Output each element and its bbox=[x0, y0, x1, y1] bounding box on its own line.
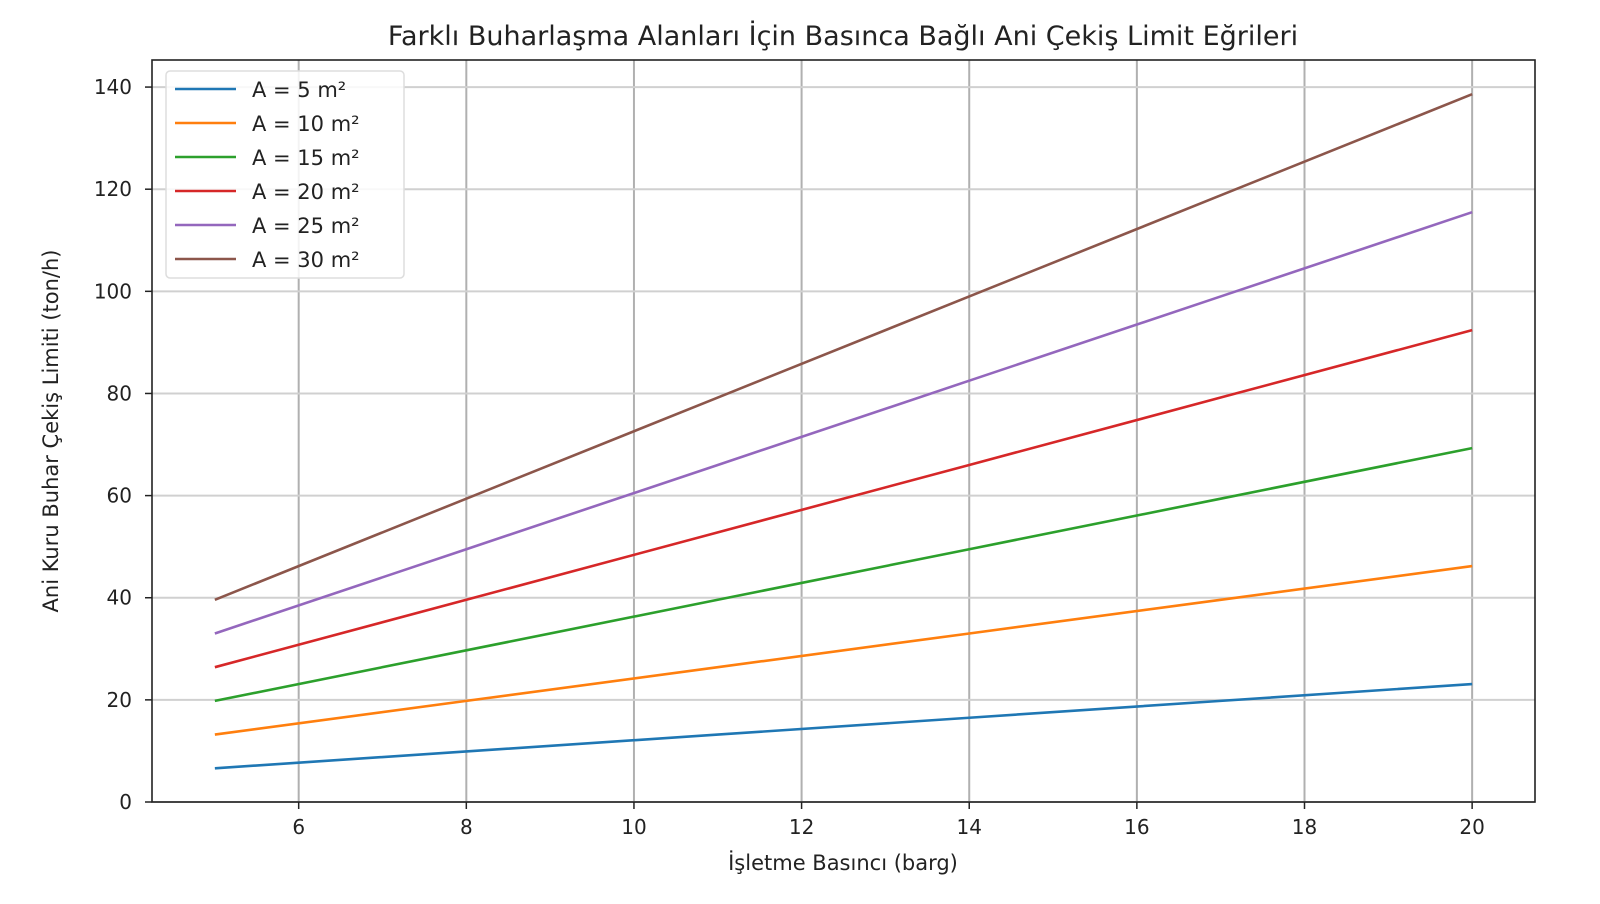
x-tick-label: 10 bbox=[621, 815, 646, 839]
y-tick-label: 100 bbox=[94, 279, 132, 303]
series-line-2 bbox=[214, 564, 1473, 736]
legend-box bbox=[165, 70, 405, 279]
y-axis-label: Ani Kuru Buhar Çekiş Limiti (ton/h) bbox=[39, 250, 63, 613]
ticks: 6 8 10 12 14 16 18 20 0 20 40 60 80 100 120 140 bbox=[94, 75, 1485, 839]
x-tick-label: 8 bbox=[460, 815, 473, 839]
x-axis-label: İşletme Basıncı (barg) bbox=[728, 850, 958, 875]
legend-label: A = 20 m² bbox=[252, 180, 360, 204]
legend-label: A = 5 m² bbox=[252, 78, 346, 102]
x-tick-label: 20 bbox=[1459, 815, 1484, 839]
y-tick-label: 20 bbox=[107, 688, 132, 712]
grid bbox=[152, 60, 1535, 803]
plot-frame bbox=[151, 59, 1536, 803]
legend: A = 5 m² A = 10 m² A = 15 m² A = 20 m² A = 2… bbox=[165, 70, 405, 279]
x-tick-label: 16 bbox=[1124, 815, 1149, 839]
series-line-1 bbox=[214, 682, 1473, 770]
y-tick-label: 140 bbox=[94, 75, 132, 99]
legend-label: A = 10 m² bbox=[252, 112, 360, 136]
legend-label: A = 25 m² bbox=[252, 214, 360, 238]
series-lines bbox=[214, 93, 1473, 770]
series-line-3 bbox=[214, 446, 1473, 703]
x-tick-label: 6 bbox=[292, 815, 305, 839]
y-tick-label: 120 bbox=[94, 177, 132, 201]
series-line-6 bbox=[214, 93, 1473, 601]
y-tick-label: 80 bbox=[107, 381, 132, 405]
chart-title: Farklı Buharlaşma Alanları İçin Basınca … bbox=[388, 20, 1298, 52]
y-tick-label: 40 bbox=[107, 586, 132, 610]
series-line-5 bbox=[214, 210, 1473, 635]
y-tick-label: 60 bbox=[107, 484, 132, 508]
legend-label: A = 15 m² bbox=[252, 146, 360, 170]
series-line-4 bbox=[214, 328, 1473, 669]
x-tick-label: 12 bbox=[789, 815, 814, 839]
y-tick-label: 0 bbox=[119, 790, 132, 814]
x-tick-label: 18 bbox=[1292, 815, 1317, 839]
x-tick-label: 14 bbox=[957, 815, 982, 839]
legend-label: A = 30 m² bbox=[252, 248, 360, 272]
